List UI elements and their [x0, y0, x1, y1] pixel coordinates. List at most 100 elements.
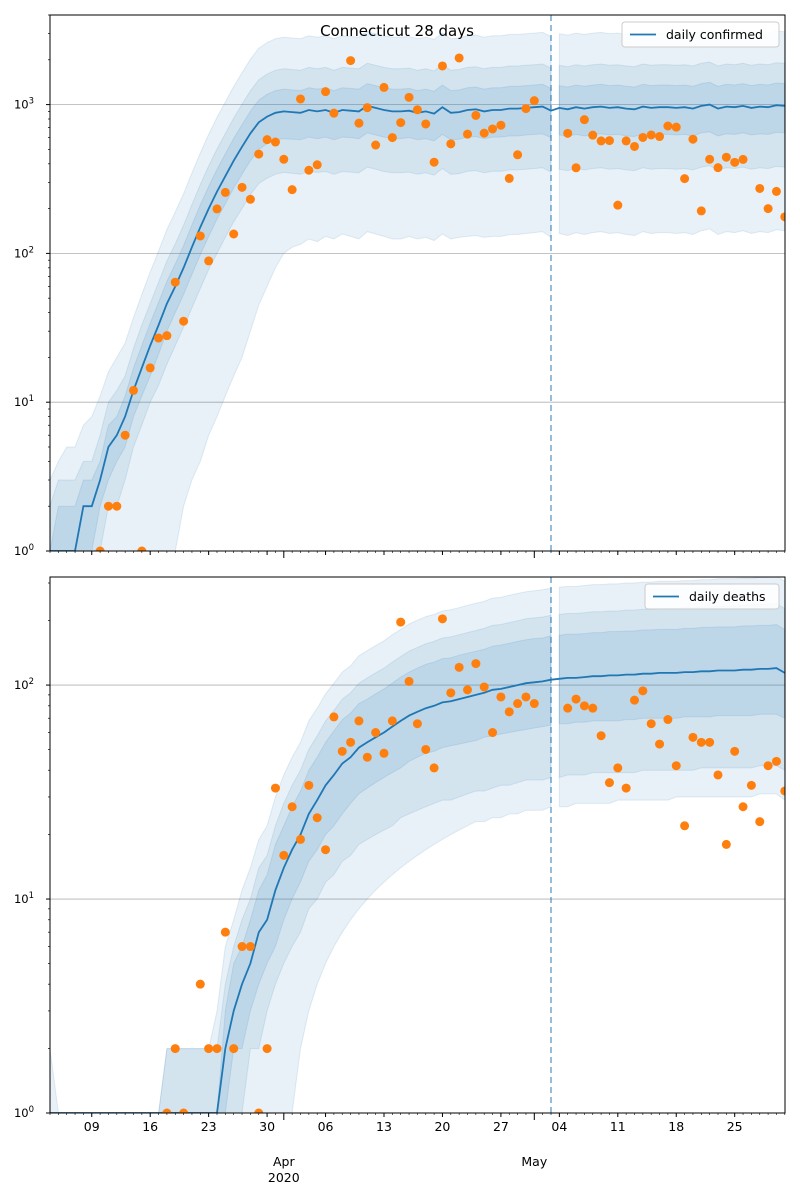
observed-point: [371, 140, 381, 150]
observed-point: [621, 136, 631, 146]
observed-point: [371, 728, 381, 738]
observed-point: [613, 200, 623, 210]
observed-point: [588, 703, 598, 713]
y-tick-label: 101: [14, 891, 34, 906]
observed-point: [337, 746, 347, 756]
observed-point: [154, 333, 164, 343]
observed-point: [296, 94, 305, 104]
observed-point: [212, 1044, 222, 1054]
observed-point: [621, 783, 631, 793]
observed-point: [354, 118, 364, 128]
observed-point: [204, 256, 214, 266]
observed-point: [446, 688, 456, 698]
observed-point: [329, 712, 339, 722]
observed-point: [671, 761, 681, 771]
x-tick-label: 04: [551, 1119, 567, 1134]
y-tick-label: 103: [14, 97, 34, 112]
ci-inner-band: [50, 83, 552, 551]
observed-point: [103, 501, 113, 511]
x-tick-label: 18: [668, 1119, 684, 1134]
observed-point: [304, 165, 314, 175]
observed-point: [730, 157, 740, 167]
observed-point: [488, 124, 498, 134]
observed-point: [312, 813, 322, 823]
observed-point: [696, 737, 706, 747]
observed-point: [613, 763, 623, 773]
observed-point: [229, 229, 239, 239]
y-tick-exponent: 1: [29, 891, 34, 901]
observed-point: [321, 845, 331, 855]
observed-point: [287, 802, 297, 812]
observed-point: [529, 699, 539, 709]
observed-point: [529, 96, 539, 106]
observed-point: [254, 149, 264, 159]
observed-point: [170, 1044, 180, 1054]
observed-point: [563, 703, 573, 713]
observed-point: [713, 163, 723, 173]
observed-point: [513, 150, 523, 160]
observed-point: [162, 331, 172, 341]
observed-point: [220, 927, 230, 937]
x-tick-label: 27: [493, 1119, 509, 1134]
observed-point: [496, 692, 506, 702]
observed-point: [396, 617, 406, 627]
observed-point: [129, 385, 138, 395]
observed-point: [763, 761, 773, 771]
observed-point: [680, 174, 690, 184]
x-tick-label: 16: [142, 1119, 158, 1134]
observed-point: [137, 546, 147, 551]
x-tick-label: 06: [318, 1119, 334, 1134]
observed-point: [245, 194, 255, 204]
y-tick-label: 100: [14, 1105, 34, 1120]
observed-point: [596, 136, 606, 146]
observed-point: [120, 430, 130, 440]
legend-label: daily confirmed: [666, 27, 763, 42]
observed-point: [713, 770, 723, 780]
observed-point: [655, 739, 665, 749]
x-tick-label: 13: [376, 1119, 392, 1134]
y-tick-label: 100: [14, 543, 34, 558]
observed-point: [446, 139, 456, 149]
x-tick-label: 25: [727, 1119, 743, 1134]
observed-point: [437, 61, 447, 71]
observed-point: [479, 128, 489, 138]
observed-point: [245, 942, 255, 952]
observed-point: [346, 56, 356, 66]
observed-point: [454, 662, 464, 672]
observed-point: [571, 694, 581, 704]
observed-point: [421, 744, 431, 754]
observed-point: [237, 182, 247, 192]
observed-point: [571, 163, 581, 173]
observed-point: [604, 136, 614, 146]
observed-point: [321, 87, 331, 97]
observed-point: [471, 110, 481, 120]
x-tick-label: 30: [259, 1119, 275, 1134]
observed-point: [730, 746, 740, 756]
observed-point: [404, 676, 414, 686]
observed-point: [780, 212, 785, 222]
observed-point: [596, 731, 606, 741]
observed-point: [112, 501, 122, 511]
figure-title: Connecticut 28 days: [320, 22, 474, 40]
observed-point: [237, 942, 247, 952]
observed-point: [646, 719, 656, 729]
x-year-label: 2020: [268, 1170, 300, 1185]
observed-point: [604, 778, 614, 788]
observed-point: [763, 204, 773, 214]
observed-point: [387, 716, 397, 726]
observed-point: [287, 185, 297, 195]
observed-point: [521, 692, 531, 702]
observed-point: [738, 802, 748, 812]
observed-point: [721, 839, 731, 849]
median-line: [50, 667, 785, 1113]
legend: daily confirmed: [621, 21, 780, 48]
observed-point: [780, 786, 785, 796]
ci-middle-band: [50, 614, 552, 1113]
observed-point: [588, 130, 598, 140]
observed-point: [696, 206, 706, 216]
observed-point: [354, 716, 364, 726]
